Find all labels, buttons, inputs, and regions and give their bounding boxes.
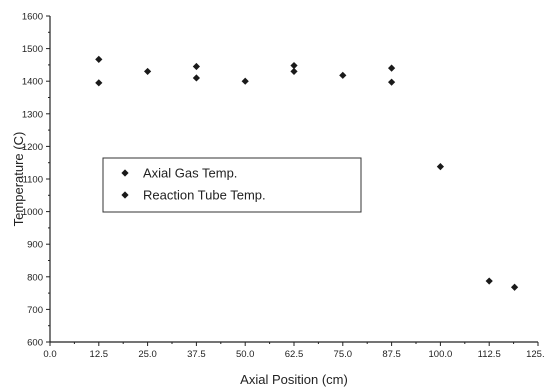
- x-tick-label: 62.5: [285, 349, 304, 360]
- y-tick-label: 1200: [22, 142, 43, 153]
- x-tick-label: 37.5: [187, 349, 206, 360]
- data-point-series-0: [241, 77, 249, 85]
- data-point-series-1: [388, 64, 396, 72]
- data-point-series-0: [436, 163, 444, 171]
- y-axis-title: Temperature (C): [11, 132, 26, 227]
- x-tick-label: 112.5: [478, 349, 501, 360]
- x-tick-label: 100.0: [429, 349, 453, 360]
- y-tick-label: 1600: [22, 12, 43, 23]
- data-point-series-1: [290, 61, 298, 70]
- y-tick-label: 1000: [22, 207, 43, 218]
- legend-label-axial-gas-temp: Axial Gas Temp.: [143, 166, 237, 181]
- x-tick-label: 25.0: [138, 349, 157, 360]
- data-point-series-0: [192, 74, 200, 82]
- y-tick-label: 1500: [22, 44, 43, 55]
- x-axis-title: Axial Position (cm): [240, 372, 348, 387]
- y-tick-label: 700: [27, 305, 43, 316]
- y-tick-label: 600: [27, 338, 43, 349]
- y-tick-label: 1100: [23, 175, 43, 186]
- x-tick-label: 87.5: [382, 349, 401, 360]
- legend-marker-reaction-tube-temp: [121, 191, 129, 199]
- x-tick-label: 75.0: [334, 349, 353, 360]
- data-point-series-0: [144, 67, 152, 76]
- data-point-series-1: [95, 55, 103, 63]
- data-point-series-0: [510, 283, 519, 291]
- ticks: 600 700 800 900 1000 1100 1200 1300 1400 1500 1600…: [22, 12, 544, 361]
- data-point-series-0: [95, 79, 103, 87]
- x-tick-label: 0.0: [43, 349, 56, 360]
- y-tick-label: 900: [27, 240, 43, 251]
- legend-box: [102, 157, 362, 213]
- y-tick-label: 1400: [22, 77, 43, 88]
- data-point-series-1: [192, 62, 200, 71]
- x-tick-label: 12.5: [90, 349, 109, 360]
- data-point-series-0: [290, 67, 298, 76]
- data-points: [95, 55, 519, 291]
- x-tick-label: 125.0: [526, 349, 544, 360]
- legend-marker-axial-gas-temp: [121, 169, 129, 177]
- data-point-series-0: [388, 78, 396, 86]
- y-tick-label: 800: [27, 272, 43, 283]
- legend-label-reaction-tube-temp: Reaction Tube Temp.: [143, 188, 266, 203]
- data-point-series-0: [485, 277, 493, 285]
- data-point-series-0: [339, 71, 347, 79]
- legend: Axial Gas Temp. Reaction Tube Temp.: [102, 157, 362, 213]
- x-tick-label: 50.0: [236, 349, 255, 360]
- y-tick-label: 1300: [22, 109, 43, 120]
